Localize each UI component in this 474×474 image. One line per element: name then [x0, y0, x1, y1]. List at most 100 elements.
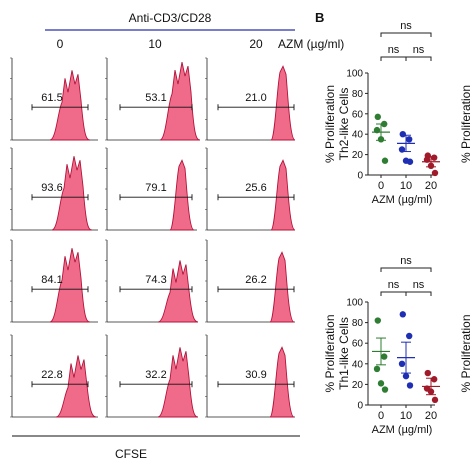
histogram-cell: 32.2 — [105, 334, 199, 418]
histogram-peak — [49, 70, 91, 141]
data-point — [431, 169, 439, 177]
y-axis-label-line1: % Proliferation — [323, 314, 337, 392]
histogram-peak — [169, 159, 195, 231]
y-tick-label: 80 — [352, 89, 364, 100]
scatter-chart: 0 20 40 60 80 100 0 10 20 AZM (µg/ml) % Proliferat… — [323, 20, 473, 206]
significance-label: ns — [388, 279, 400, 291]
x-tick-label: 20 — [425, 410, 437, 422]
significance-bracket — [380, 267, 432, 272]
histogram-peak — [270, 159, 296, 231]
gate-percent-label: 22.8 — [41, 369, 62, 381]
significance-label: ns — [413, 44, 425, 56]
cfse-axis-label: CFSE — [115, 447, 147, 461]
y-tick-label: 20 — [352, 380, 364, 391]
significance-bracket — [405, 291, 432, 296]
data-point — [381, 386, 389, 393]
x-tick-label: 20 — [425, 180, 437, 192]
histogram-cell: 79.1 — [105, 147, 197, 231]
histogram-cell: 74.3 — [105, 239, 199, 323]
conc-label-0: 0 — [57, 37, 64, 51]
data-point — [431, 376, 438, 383]
data-point — [398, 146, 406, 153]
significance-bracket — [380, 32, 432, 37]
significance-bracket — [405, 56, 432, 61]
gate-percent-label: 93.6 — [41, 182, 62, 194]
significance-label: ns — [388, 44, 400, 56]
histogram-peak — [157, 347, 199, 418]
data-point — [381, 120, 388, 128]
data-point — [431, 396, 439, 404]
data-point — [431, 154, 438, 161]
data-point — [381, 157, 389, 164]
x-axis-label: AZM (µg/ml) — [372, 194, 433, 206]
gate-percent-label: 61.5 — [41, 92, 62, 104]
y-tick-label: 0 — [357, 401, 363, 412]
conc-label-20: 20 — [249, 37, 263, 51]
data-point — [399, 131, 406, 138]
gate-percent-label: 74.3 — [145, 274, 166, 286]
gate-percent-label: 53.1 — [145, 92, 166, 104]
significance-bracket — [380, 56, 407, 61]
x-tick-label: 10 — [400, 410, 412, 422]
gate-percent-label: 79.1 — [145, 182, 166, 194]
gate-percent-label: 21.0 — [245, 92, 266, 104]
stimulus-label: Anti-CD3/CD28 — [129, 11, 212, 25]
significance-bracket — [380, 291, 407, 296]
data-point — [402, 372, 410, 380]
significance-label: ns — [413, 279, 425, 291]
y-tick-label: 20 — [352, 150, 364, 161]
histogram-peak — [269, 346, 295, 418]
histogram-cell: 84.1 — [10, 239, 98, 323]
data-point — [373, 365, 381, 373]
gate-percent-label: 26.2 — [245, 274, 266, 286]
histogram-cell: 61.5 — [10, 57, 98, 141]
clipped-y-axis-label: % Proliferation — [459, 314, 473, 392]
y-tick-label: 60 — [352, 339, 364, 350]
data-point — [427, 388, 435, 395]
y-axis-label-line2: Th2-like Cells — [337, 88, 351, 161]
y-tick-label: 100 — [346, 69, 363, 80]
data-point — [381, 353, 388, 360]
azm-header-label: AZM (µg/ml) — [278, 37, 344, 51]
data-point — [398, 360, 406, 367]
data-point — [374, 113, 381, 121]
data-point — [377, 136, 385, 143]
y-tick-label: 80 — [352, 318, 364, 329]
data-point — [406, 158, 414, 165]
data-point — [406, 332, 413, 340]
histogram-cell: 21.0 — [205, 57, 296, 141]
significance-label: ns — [400, 20, 412, 32]
y-tick-label: 40 — [352, 130, 364, 141]
data-point — [423, 156, 431, 163]
histogram-peak — [269, 251, 295, 323]
histogram-peak — [55, 355, 97, 418]
y-tick-label: 100 — [346, 298, 363, 309]
data-point — [424, 369, 431, 377]
gate-percent-label: 84.1 — [41, 274, 62, 286]
histogram-cell: 26.2 — [205, 239, 295, 323]
scatter-charts: 0 20 40 60 80 100 0 10 20 AZM (µg/ml) % Proliferat… — [323, 20, 473, 436]
gate-percent-label: 25.6 — [245, 182, 266, 194]
data-point — [377, 380, 385, 387]
y-axis-label-line1: % Proliferation — [323, 85, 337, 163]
y-tick-label: 0 — [357, 171, 363, 182]
histogram-peak — [157, 260, 199, 323]
data-point — [374, 317, 381, 324]
histogram-peak — [159, 62, 201, 141]
significance-label: ns — [400, 255, 412, 267]
histogram-cell: 22.8 — [10, 334, 98, 418]
y-axis-label-line2: Th1-like Cells — [337, 317, 351, 390]
data-point — [373, 126, 381, 134]
x-axis-label: AZM (µg/ml) — [372, 424, 433, 436]
x-tick-label: 10 — [400, 180, 412, 192]
histogram-cell: 25.6 — [205, 147, 296, 231]
histogram-peak — [49, 248, 91, 323]
histogram-cell: 93.6 — [10, 147, 98, 231]
clipped-y-axis-label: % Proliferation — [459, 85, 473, 163]
histogram-peak — [51, 156, 93, 231]
data-point — [406, 382, 414, 389]
data-point — [406, 136, 413, 143]
gate-percent-label: 30.9 — [245, 369, 266, 381]
data-point — [427, 162, 435, 170]
